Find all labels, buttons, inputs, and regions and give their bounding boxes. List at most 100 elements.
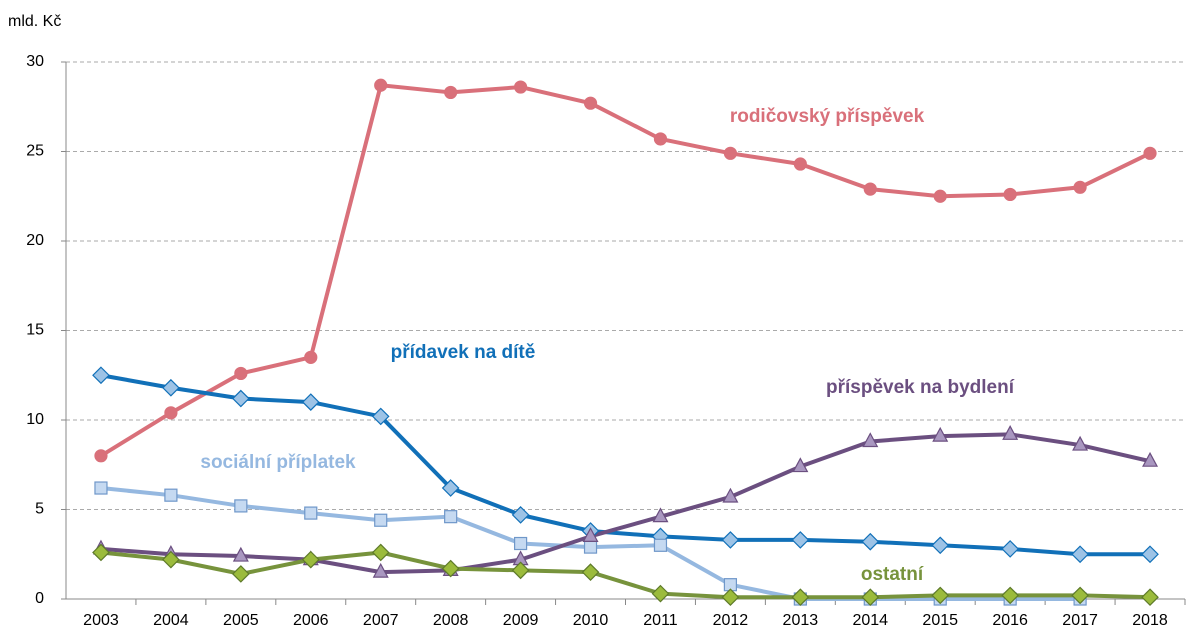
x-tick-label: 2007 [363,612,399,629]
point [932,426,949,442]
point [723,146,738,160]
point [861,532,880,551]
series-line [100,432,1151,575]
point [1141,588,1159,607]
point [231,389,250,408]
point [444,510,458,524]
y-tick-label: 30 [26,53,44,70]
point [1001,586,1020,605]
point [582,527,599,542]
point [1003,187,1017,202]
y-tick-label: 25 [26,143,44,160]
point [513,536,528,551]
point [301,393,320,411]
point [651,584,670,603]
point [444,85,458,100]
point [1071,545,1089,564]
point [931,536,950,555]
series-label: ostatní [861,564,924,585]
series-line [99,83,1151,458]
point [792,457,809,473]
point [581,563,600,581]
x-tick-label: 2011 [643,612,678,629]
series-line [100,550,1151,600]
point [304,506,318,520]
point [94,481,108,495]
series-line [100,373,1151,557]
x-tick-label: 2014 [852,612,888,629]
y-tick-label: 15 [26,322,44,339]
point [304,350,318,364]
point [94,449,108,463]
series-label: rodičovský příspěvek [730,106,925,127]
point [92,543,110,562]
point [1143,146,1157,160]
point [862,432,879,448]
point [162,550,180,569]
point [791,531,810,549]
x-tick-label: 2003 [83,612,119,629]
point [234,366,248,381]
point [793,157,807,171]
point [511,561,530,580]
point [1073,180,1087,194]
series-label: přídavek na dítě [391,342,536,363]
point [1002,425,1019,440]
point [234,499,248,513]
point [653,132,668,146]
x-tick-label: 2017 [1062,612,1098,629]
point [164,406,178,420]
point [441,479,460,497]
y-tick-label: 10 [26,411,44,428]
point [371,407,390,426]
y-axis-label: mld. Kč [8,13,61,30]
x-tick-label: 2008 [433,612,469,629]
point [232,546,249,562]
point [372,562,389,578]
point [722,487,739,503]
point [511,506,530,524]
y-tick-label: 0 [35,590,44,607]
point [441,559,460,578]
point [933,189,947,203]
x-tick-label: 2015 [922,612,958,629]
x-tick-label: 2013 [783,612,819,629]
point [863,182,877,196]
point [1072,435,1089,451]
point [652,507,669,523]
point [513,80,528,94]
x-tick-label: 2016 [992,612,1028,629]
x-tick-label: 2018 [1132,612,1168,629]
point [374,513,388,527]
point [653,538,668,552]
point [301,550,320,569]
point [371,543,390,562]
x-tick-label: 2006 [293,612,329,629]
x-tick-label: 2004 [153,612,189,629]
point [374,78,388,92]
point [231,565,250,583]
x-tick-label: 2012 [713,612,749,629]
x-tick-label: 2009 [503,612,539,629]
point [861,588,880,607]
series-label: příspěvek na bydlení [826,377,1015,398]
point [164,488,178,502]
point [92,366,110,385]
point [1141,545,1159,564]
point [791,588,810,607]
point [583,540,598,554]
y-tick-label: 20 [26,232,44,249]
point [1142,451,1159,467]
point [1001,540,1020,558]
point [721,531,740,549]
x-tick-label: 2005 [223,612,259,629]
point [1071,586,1089,605]
point [721,588,740,607]
y-tick-label: 5 [35,501,44,518]
point [931,586,950,605]
point [583,96,598,110]
series-label: sociální příplatek [200,452,356,473]
point [162,378,180,397]
x-tick-label: 2010 [573,612,609,629]
